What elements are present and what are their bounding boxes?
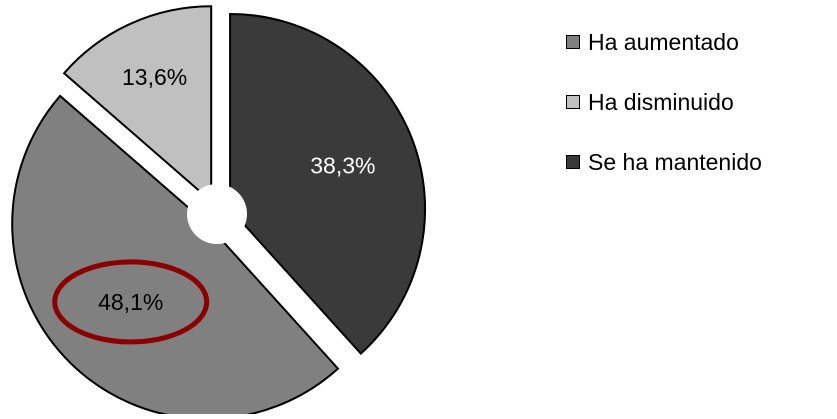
legend-swatch-se-ha-mantenido xyxy=(566,155,580,169)
legend-swatch-ha-aumentado xyxy=(566,35,580,49)
pie-center-hole xyxy=(187,184,247,244)
slice-value-label-ha-aumentado: 48,1% xyxy=(98,289,163,315)
legend-item-ha-aumentado: Ha aumentado xyxy=(566,30,837,54)
slice-value-label-ha-disminuido: 13,6% xyxy=(122,64,187,90)
legend-label-ha-disminuido: Ha disminuido xyxy=(588,90,734,114)
legend-label-se-ha-mantenido: Se ha mantenido xyxy=(588,150,762,174)
legend-item-ha-disminuido: Ha disminuido xyxy=(566,90,837,114)
legend-item-se-ha-mantenido: Se ha mantenido xyxy=(566,150,837,174)
chart-legend: Ha aumentado Ha disminuido Se ha manteni… xyxy=(566,30,837,210)
slice-value-label-se-ha-mantenido: 38,3% xyxy=(310,153,375,179)
legend-label-ha-aumentado: Ha aumentado xyxy=(588,30,739,54)
legend-swatch-ha-disminuido xyxy=(566,95,580,109)
